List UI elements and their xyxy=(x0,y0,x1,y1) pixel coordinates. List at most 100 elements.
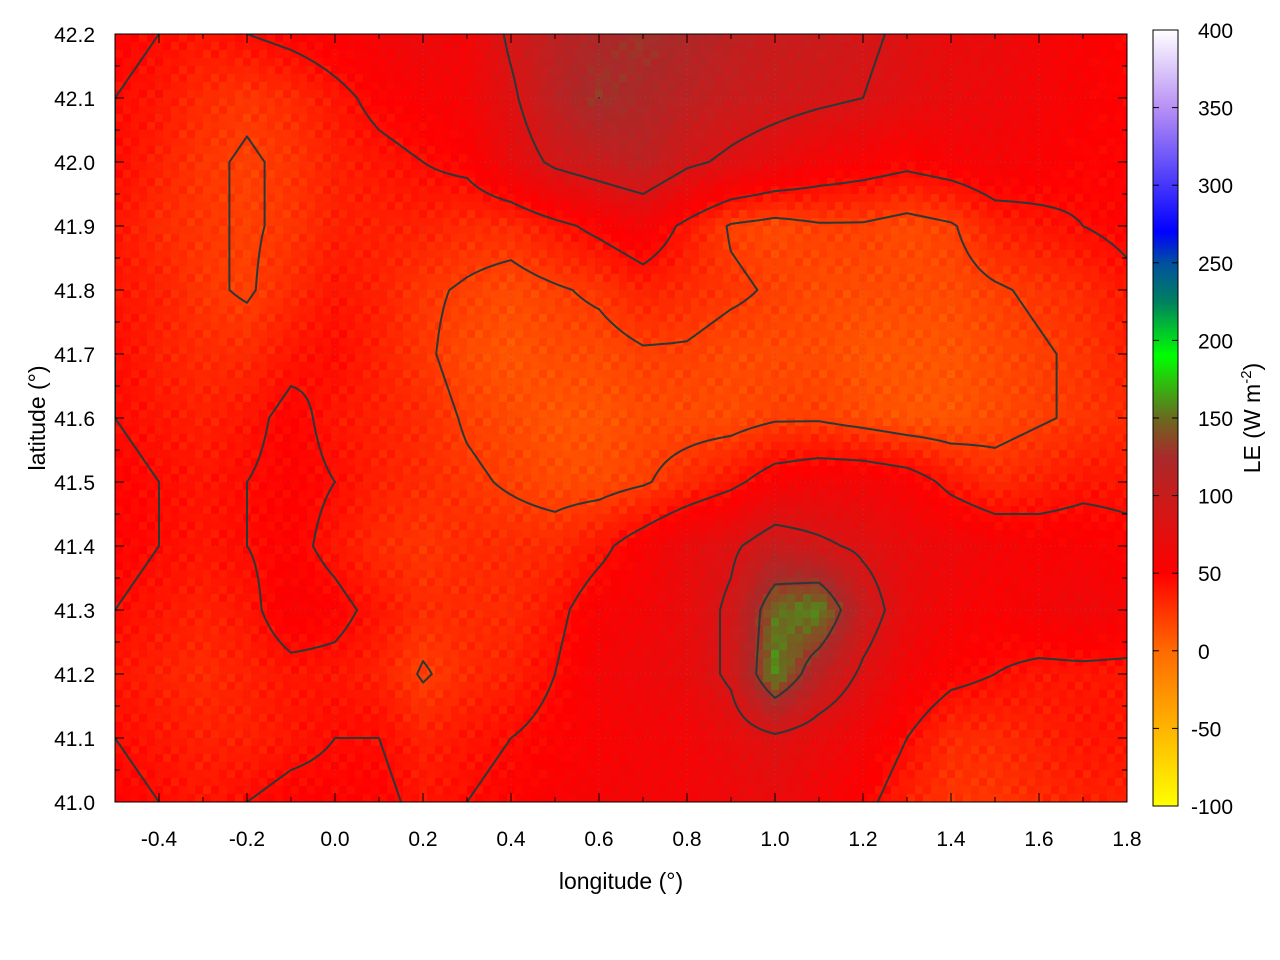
heatmap-cell xyxy=(315,34,324,43)
heatmap-cell xyxy=(427,346,436,355)
heatmap-cell xyxy=(627,250,636,259)
heatmap-cell xyxy=(419,154,428,163)
heatmap-cell xyxy=(1027,146,1036,155)
heatmap-cell xyxy=(1115,258,1124,267)
heatmap-cell xyxy=(115,106,124,115)
heatmap-cell xyxy=(283,274,292,283)
heatmap-cell xyxy=(1091,274,1100,283)
heatmap-cell xyxy=(1027,226,1036,235)
heatmap-cell xyxy=(283,74,292,83)
heatmap-cell xyxy=(987,42,996,51)
heatmap-cell xyxy=(891,186,900,195)
heatmap-cell xyxy=(299,290,308,299)
heatmap-cell xyxy=(491,202,500,211)
heatmap-cell xyxy=(555,186,564,195)
heatmap-cell xyxy=(995,210,1004,219)
heatmap-cell xyxy=(459,130,468,139)
heatmap-cell xyxy=(155,322,164,331)
heatmap-cell xyxy=(499,50,508,59)
heatmap-cell xyxy=(491,274,500,283)
heatmap-cell xyxy=(1067,146,1076,155)
heatmap-cell xyxy=(459,114,468,123)
heatmap-cell xyxy=(1115,290,1124,299)
heatmap-cell xyxy=(139,322,148,331)
heatmap-cell xyxy=(267,162,276,171)
heatmap-cell xyxy=(547,74,556,83)
heatmap-cell xyxy=(955,338,964,347)
heatmap-cell xyxy=(451,162,460,171)
heatmap-cell xyxy=(675,202,684,211)
heatmap-cell xyxy=(683,234,692,243)
heatmap-cell xyxy=(435,266,444,275)
heatmap-cell xyxy=(939,194,948,203)
heatmap-cell xyxy=(1083,298,1092,307)
heatmap-cell xyxy=(451,106,460,115)
heatmap-cell xyxy=(891,234,900,243)
heatmap-cell xyxy=(387,242,396,251)
heatmap-cell xyxy=(875,202,884,211)
heatmap-cell xyxy=(395,122,404,131)
heatmap-cell xyxy=(371,266,380,275)
heatmap-cell xyxy=(619,338,628,347)
heatmap-cell xyxy=(787,330,796,339)
heatmap-cell xyxy=(331,346,340,355)
heatmap-cell xyxy=(579,154,588,163)
heatmap-cell xyxy=(531,74,540,83)
heatmap-cell xyxy=(763,234,772,243)
heatmap-cell xyxy=(195,130,204,139)
heatmap-cell xyxy=(1083,338,1092,347)
heatmap-cell xyxy=(475,274,484,283)
heatmap-cell xyxy=(883,186,892,195)
heatmap-cell xyxy=(211,250,220,259)
heatmap-cell xyxy=(515,226,524,235)
heatmap-cell xyxy=(267,338,276,347)
heatmap-cell xyxy=(347,122,356,131)
heatmap-cell xyxy=(691,306,700,315)
heatmap-cell xyxy=(667,122,676,131)
heatmap-cell xyxy=(155,162,164,171)
heatmap-cell xyxy=(371,346,380,355)
heatmap-cell xyxy=(915,98,924,107)
heatmap-cell xyxy=(387,194,396,203)
heatmap-cell xyxy=(387,234,396,243)
heatmap-cell xyxy=(811,306,820,315)
heatmap-cell xyxy=(195,346,204,355)
heatmap-cell xyxy=(947,138,956,147)
heatmap-cell xyxy=(459,58,468,67)
heatmap-cell xyxy=(995,258,1004,267)
heatmap-cell xyxy=(875,242,884,251)
heatmap-cell xyxy=(1011,74,1020,83)
heatmap-cell xyxy=(1003,114,1012,123)
heatmap-cell xyxy=(947,314,956,323)
heatmap-cell xyxy=(227,210,236,219)
heatmap-cell xyxy=(451,170,460,179)
heatmap-cell xyxy=(1027,274,1036,283)
heatmap-cell xyxy=(939,114,948,123)
heatmap-cell xyxy=(403,178,412,187)
heatmap-cell xyxy=(899,186,908,195)
heatmap-cell xyxy=(499,218,508,227)
heatmap-cell xyxy=(1107,66,1116,75)
heatmap-cell xyxy=(315,274,324,283)
heatmap-cell xyxy=(571,42,580,51)
heatmap-cell xyxy=(443,194,452,203)
heatmap-cell xyxy=(379,138,388,147)
heatmap-cell xyxy=(267,138,276,147)
heatmap-cell xyxy=(699,50,708,59)
heatmap-cell xyxy=(315,242,324,251)
heatmap-cell xyxy=(235,42,244,51)
heatmap-cell xyxy=(1107,258,1116,267)
heatmap-cell xyxy=(939,34,948,43)
heatmap-cell xyxy=(403,66,412,75)
heatmap-cell xyxy=(1083,186,1092,195)
heatmap-cell xyxy=(779,178,788,187)
heatmap-cell xyxy=(835,242,844,251)
heatmap-cell xyxy=(915,250,924,259)
heatmap-cell xyxy=(995,146,1004,155)
heatmap-cell xyxy=(891,98,900,107)
heatmap-cell xyxy=(595,202,604,211)
heatmap-cell xyxy=(643,170,652,179)
heatmap-cell xyxy=(219,74,228,83)
heatmap-cell xyxy=(515,242,524,251)
heatmap-cell xyxy=(491,194,500,203)
